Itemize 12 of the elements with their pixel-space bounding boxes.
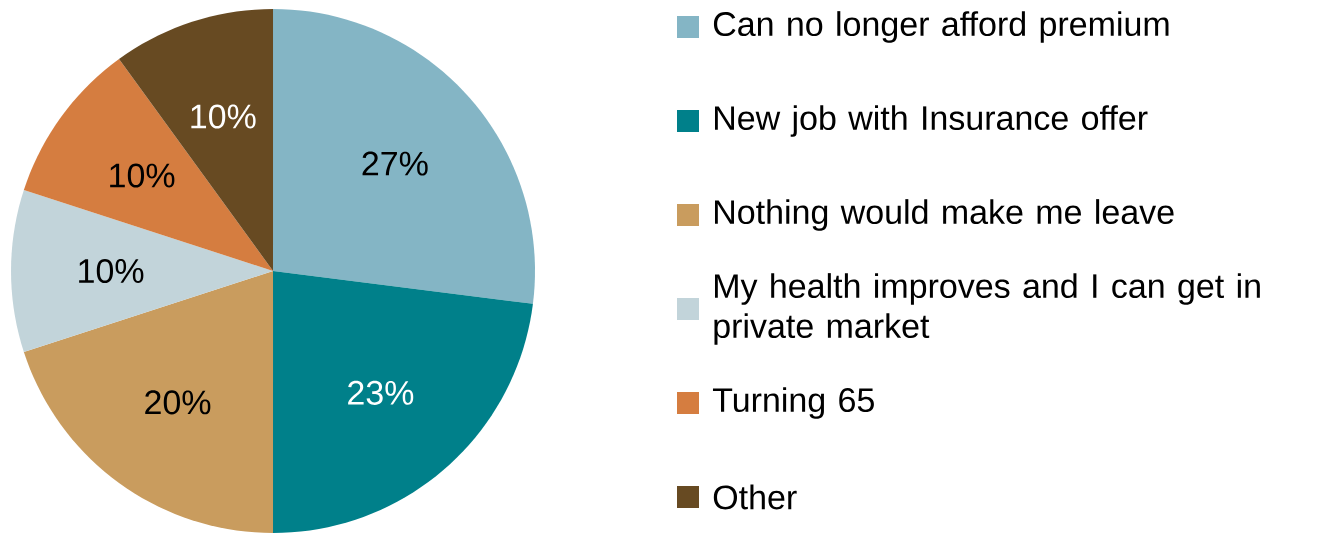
data-label: 10%: [110, 163, 175, 188]
legend-label: My health improves and I can get in private market: [714, 273, 1260, 345]
legend-label: New job with Insurance offer: [715, 105, 1148, 137]
legend-label: Other: [713, 484, 797, 510]
legend-label: Can no longer afford premium: [713, 11, 1169, 43]
legend-label: Turning 65: [712, 387, 874, 419]
data-label: 27%: [362, 151, 428, 176]
legend-label: Nothing would make me leave: [715, 199, 1174, 231]
data-label: 10%: [191, 104, 256, 129]
data-label: 10%: [79, 258, 144, 284]
data-label: 20%: [145, 390, 211, 415]
data-label: 23%: [348, 380, 414, 405]
